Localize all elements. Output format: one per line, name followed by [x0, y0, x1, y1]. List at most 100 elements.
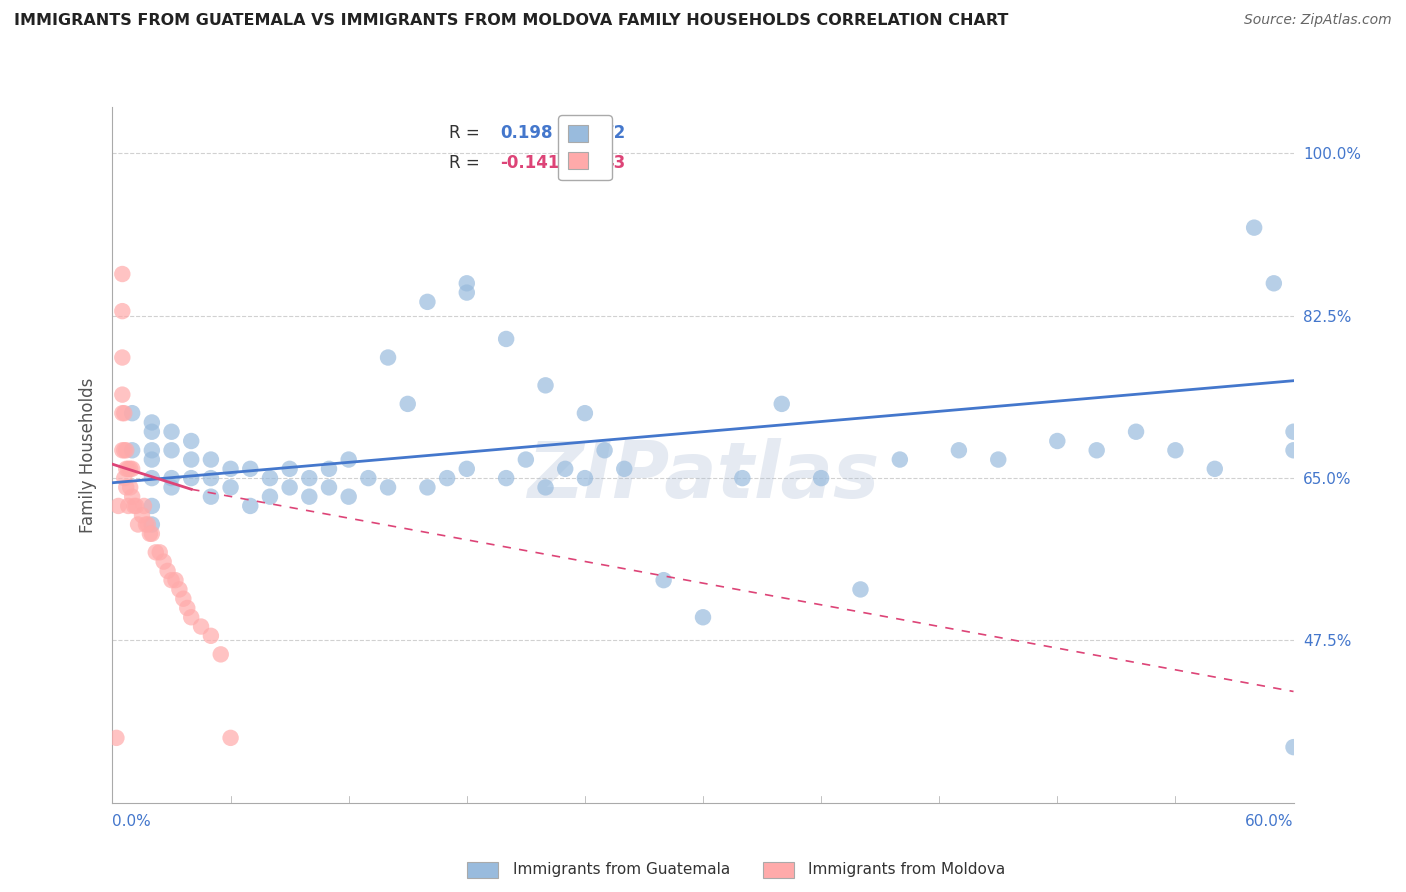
Point	[105, 731, 128, 745]
Point	[1085, 443, 1108, 458]
Point	[652, 573, 675, 587]
Point	[165, 573, 187, 587]
Point	[160, 425, 183, 439]
Point	[200, 471, 222, 485]
Point	[131, 508, 153, 523]
Point	[115, 462, 138, 476]
Point	[593, 443, 616, 458]
Point	[239, 499, 262, 513]
Point	[209, 648, 232, 662]
Point	[141, 443, 163, 458]
Point	[111, 304, 134, 318]
Point	[160, 573, 183, 587]
Point	[160, 471, 183, 485]
Point	[136, 517, 159, 532]
Point	[692, 610, 714, 624]
Point	[139, 526, 162, 541]
Point	[141, 499, 163, 513]
Text: IMMIGRANTS FROM GUATEMALA VS IMMIGRANTS FROM MOLDOVA FAMILY HOUSEHOLDS CORRELATI: IMMIGRANTS FROM GUATEMALA VS IMMIGRANTS …	[14, 13, 1008, 29]
Point	[515, 452, 537, 467]
Point	[121, 406, 143, 420]
Point	[416, 294, 439, 309]
Point	[141, 517, 163, 532]
Point	[1282, 425, 1305, 439]
Text: 0.0%: 0.0%	[112, 814, 152, 829]
Text: Immigrants from Guatemala: Immigrants from Guatemala	[513, 863, 731, 877]
Point	[318, 480, 340, 494]
Point	[416, 480, 439, 494]
Point	[200, 490, 222, 504]
Point	[112, 443, 135, 458]
Point	[810, 471, 832, 485]
Y-axis label: Family Households: Family Households	[79, 377, 97, 533]
Point	[456, 462, 478, 476]
Point	[121, 443, 143, 458]
Point	[111, 406, 134, 420]
Text: R =: R =	[449, 124, 485, 143]
Point	[239, 462, 262, 476]
Point	[219, 731, 242, 745]
Text: 60.0%: 60.0%	[1246, 814, 1294, 829]
Point	[534, 480, 557, 494]
Point	[770, 397, 793, 411]
Point	[111, 267, 134, 281]
Point	[149, 545, 172, 559]
Point	[160, 480, 183, 494]
Point	[1046, 434, 1069, 448]
Point	[259, 490, 281, 504]
Point	[396, 397, 419, 411]
Point	[574, 471, 596, 485]
Point	[132, 499, 155, 513]
Point	[456, 285, 478, 300]
Point	[152, 555, 174, 569]
Point	[337, 490, 360, 504]
Text: R =: R =	[449, 153, 485, 171]
Point	[456, 277, 478, 291]
Point	[160, 443, 183, 458]
Point	[278, 462, 301, 476]
Point	[141, 416, 163, 430]
Point	[219, 480, 242, 494]
Text: Source: ZipAtlas.com: Source: ZipAtlas.com	[1244, 13, 1392, 28]
Point	[1125, 425, 1147, 439]
Point	[125, 499, 148, 513]
Legend: , : ,	[558, 115, 612, 180]
Point	[495, 471, 517, 485]
Point	[117, 499, 139, 513]
Point	[948, 443, 970, 458]
Point	[135, 517, 157, 532]
Point	[141, 471, 163, 485]
Point	[190, 619, 212, 633]
Point	[337, 452, 360, 467]
Point	[731, 471, 754, 485]
Point	[318, 462, 340, 476]
Point	[156, 564, 179, 578]
Point	[259, 471, 281, 485]
Point	[574, 406, 596, 420]
Point	[849, 582, 872, 597]
Point	[534, 378, 557, 392]
Point	[121, 462, 143, 476]
Point	[436, 471, 458, 485]
Point	[122, 499, 145, 513]
Point	[298, 471, 321, 485]
Point	[987, 452, 1010, 467]
Point	[141, 425, 163, 439]
Point	[180, 452, 202, 467]
Text: ZIPatlas: ZIPatlas	[527, 438, 879, 514]
Point	[1164, 443, 1187, 458]
Point	[141, 526, 163, 541]
Text: N =: N =	[561, 153, 598, 171]
Point	[141, 452, 163, 467]
Point	[115, 480, 138, 494]
Point	[1282, 443, 1305, 458]
Point	[278, 480, 301, 494]
Point	[377, 480, 399, 494]
Point	[111, 387, 134, 401]
Point	[111, 443, 134, 458]
Point	[115, 443, 138, 458]
Point	[169, 582, 191, 597]
Point	[117, 462, 139, 476]
Point	[554, 462, 576, 476]
Text: N =: N =	[561, 124, 598, 143]
